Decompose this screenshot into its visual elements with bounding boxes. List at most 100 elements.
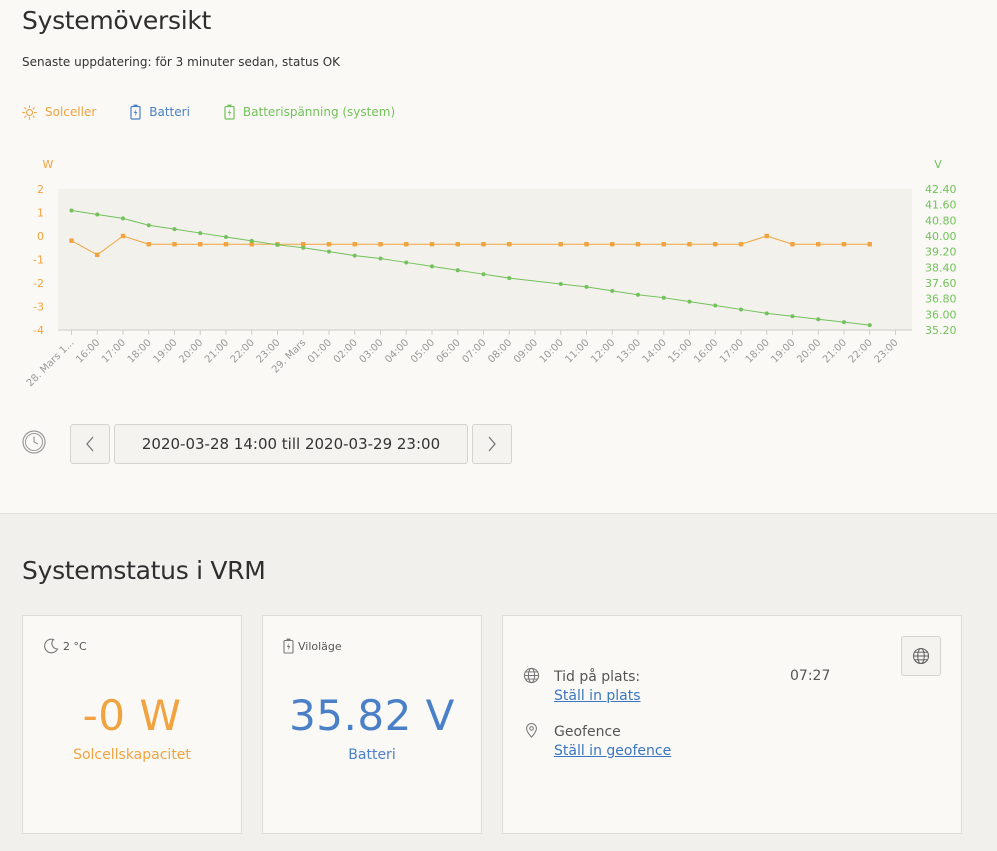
x-tick-label: 16:00 bbox=[692, 337, 720, 365]
data-point bbox=[507, 242, 512, 247]
x-tick-label: 02:00 bbox=[332, 337, 360, 365]
temperature-label: 2 °C bbox=[63, 639, 87, 653]
data-point bbox=[584, 284, 589, 289]
x-tick-label: 04:00 bbox=[383, 337, 411, 365]
x-tick-label: 15:00 bbox=[666, 337, 694, 365]
x-tick-label: 22:00 bbox=[229, 337, 257, 365]
data-point bbox=[507, 276, 512, 281]
card-header: Viloläge bbox=[283, 638, 342, 654]
data-point bbox=[790, 314, 795, 319]
previous-range-button[interactable] bbox=[70, 424, 110, 464]
data-point bbox=[661, 295, 666, 300]
left-axis-unit: W bbox=[43, 158, 54, 171]
local-time-label: Tid på plats: bbox=[554, 669, 641, 685]
overview-section: Systemöversikt Senaste uppdatering: för … bbox=[0, 6, 997, 514]
legend-item-battery[interactable]: Batteri bbox=[130, 104, 190, 120]
data-point bbox=[172, 242, 177, 247]
clock-icon[interactable] bbox=[22, 430, 46, 454]
x-tick-label: 17:00 bbox=[718, 337, 746, 365]
data-point bbox=[635, 242, 641, 247]
x-tick-label: 20:00 bbox=[177, 337, 205, 365]
x-tick-label: 21:00 bbox=[203, 337, 231, 365]
left-tick-label: 1 bbox=[37, 207, 44, 220]
data-point bbox=[404, 260, 409, 265]
left-tick-label: -2 bbox=[33, 277, 44, 290]
data-point bbox=[378, 242, 383, 247]
data-point bbox=[352, 253, 357, 258]
date-range-selector[interactable]: 2020-03-28 14:00 till 2020-03-29 23:00 bbox=[114, 424, 468, 464]
geofence-label: Geofence bbox=[554, 724, 621, 740]
data-point bbox=[867, 323, 872, 328]
data-point bbox=[713, 242, 718, 247]
next-range-button[interactable] bbox=[472, 424, 512, 464]
left-tick-label: -1 bbox=[33, 254, 44, 267]
data-point bbox=[121, 216, 125, 221]
battery-voltage-value: 35.82 V bbox=[289, 691, 455, 740]
data-point bbox=[172, 227, 177, 232]
data-point bbox=[301, 242, 306, 247]
data-point bbox=[120, 233, 126, 239]
right-tick-label: 35.20 bbox=[925, 324, 957, 337]
data-point bbox=[558, 242, 563, 247]
data-point bbox=[352, 242, 357, 247]
legend-item-voltage[interactable]: Batterispänning (system) bbox=[224, 104, 395, 120]
left-tick-label: -3 bbox=[33, 301, 44, 314]
data-point bbox=[584, 242, 589, 247]
battery-card: Viloläge 35.82 V Batteri bbox=[262, 615, 482, 834]
right-tick-label: 42.40 bbox=[925, 183, 957, 196]
x-tick-label: 09:00 bbox=[512, 337, 540, 365]
data-point bbox=[455, 268, 460, 273]
data-point bbox=[95, 252, 100, 257]
set-location-link[interactable]: Ställ in plats bbox=[554, 688, 641, 704]
solar-power-value: -0 W bbox=[82, 691, 182, 740]
battery-charge-icon bbox=[283, 638, 294, 654]
data-point bbox=[867, 242, 872, 247]
section-title-vrm: Systemstatus i VRM bbox=[22, 556, 266, 585]
data-point bbox=[378, 256, 383, 261]
chevron-right-icon bbox=[488, 436, 496, 452]
x-tick-label: 05:00 bbox=[409, 337, 437, 365]
solar-power-label: Solcellskapacitet bbox=[73, 747, 191, 763]
data-point bbox=[198, 242, 203, 247]
data-point bbox=[455, 242, 460, 247]
legend-label: Batteri bbox=[149, 105, 190, 119]
x-tick-label: 11:00 bbox=[563, 337, 591, 365]
map-pin-icon bbox=[526, 723, 537, 738]
location-row: Tid på plats: Ställ in plats bbox=[523, 666, 641, 704]
data-point bbox=[636, 292, 640, 297]
globe-icon bbox=[912, 647, 930, 665]
data-point bbox=[558, 281, 563, 286]
data-point bbox=[687, 299, 692, 304]
data-point bbox=[430, 264, 434, 269]
x-tick-label: 13:00 bbox=[615, 337, 643, 365]
right-tick-label: 36.80 bbox=[925, 293, 957, 306]
x-tick-label: 21:00 bbox=[821, 337, 849, 365]
x-tick-label: 17:00 bbox=[100, 337, 128, 365]
x-tick-label: 06:00 bbox=[435, 337, 463, 365]
data-point bbox=[224, 234, 228, 239]
plot-area bbox=[58, 189, 912, 330]
right-axis-unit: V bbox=[934, 158, 942, 171]
data-point bbox=[816, 317, 821, 322]
card-header: 2 °C bbox=[43, 638, 87, 654]
data-point bbox=[69, 208, 74, 213]
x-tick-label: 22:00 bbox=[847, 337, 875, 365]
data-point bbox=[610, 242, 615, 247]
data-point bbox=[429, 242, 435, 247]
right-tick-label: 38.40 bbox=[925, 261, 957, 274]
map-view-button[interactable] bbox=[901, 636, 941, 676]
globe-icon bbox=[523, 667, 540, 684]
x-tick-label: 14:00 bbox=[641, 337, 669, 365]
x-tick-label: 18:00 bbox=[126, 337, 154, 365]
local-time-value: 07:27 bbox=[790, 668, 831, 684]
page-title: Systemöversikt bbox=[22, 6, 212, 35]
data-point bbox=[481, 242, 486, 247]
set-geofence-link[interactable]: Ställ in geofence bbox=[554, 743, 672, 759]
data-point bbox=[275, 242, 280, 247]
data-point bbox=[816, 242, 821, 247]
chevron-left-icon bbox=[86, 436, 94, 452]
data-point bbox=[404, 242, 409, 247]
location-card: Tid på plats: Ställ in plats 07:27 Geofe… bbox=[502, 615, 962, 834]
legend-item-solar[interactable]: Solceller bbox=[22, 104, 96, 120]
x-tick-label: 10:00 bbox=[538, 337, 566, 365]
